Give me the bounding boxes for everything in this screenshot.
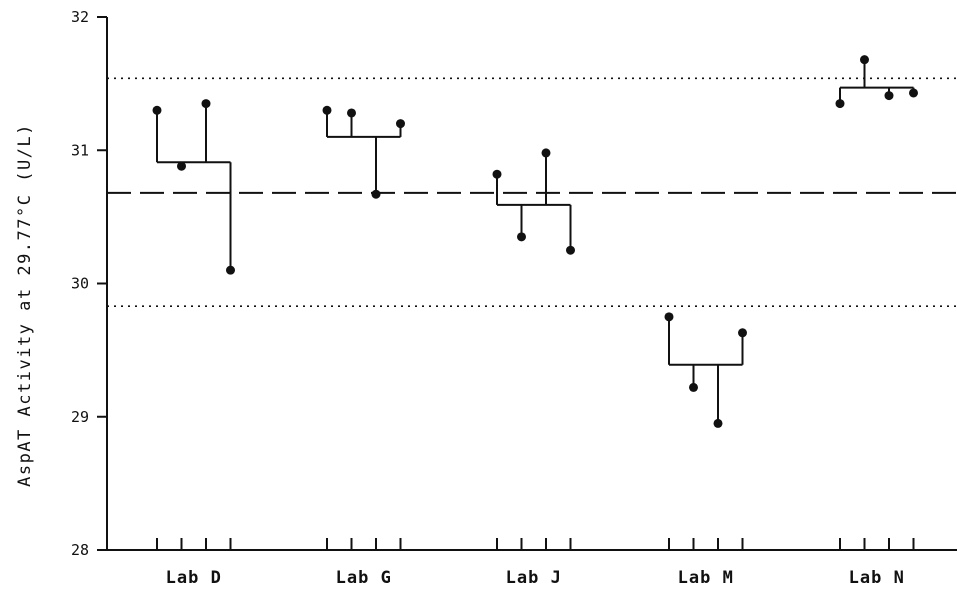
x-category-label: Lab G (336, 568, 392, 588)
x-category-label: Lab M (678, 568, 734, 588)
data-point (738, 328, 747, 338)
data-point (517, 232, 526, 242)
lab-group (492, 148, 575, 255)
data-point (492, 169, 502, 179)
data-point (566, 245, 575, 255)
y-axis-title: AspAT Activity at 29.77°C (U/L) (15, 123, 35, 487)
lab-group (322, 105, 405, 199)
lab-group (664, 312, 747, 428)
lab-group (835, 55, 918, 109)
data-point (689, 382, 698, 392)
data-point (664, 312, 674, 322)
data-point (152, 105, 162, 115)
lab-group (152, 99, 235, 275)
data-point (371, 189, 381, 199)
data-point (226, 265, 235, 275)
x-category-label: Lab D (166, 568, 222, 588)
reference-lines (107, 77, 957, 307)
y-tick-label: 32 (71, 8, 89, 26)
x-category-label: Lab N (849, 568, 905, 588)
x-category-label: Lab J (506, 568, 562, 588)
data-point (860, 55, 869, 65)
lab-groups (152, 55, 918, 428)
y-axis: 28 29 30 31 32 (71, 8, 108, 559)
y-tick-label: 30 (71, 275, 89, 293)
data-point (177, 161, 186, 171)
data-point (835, 99, 845, 109)
data-point (713, 418, 723, 428)
y-tick-label: 28 (71, 541, 89, 559)
data-point (396, 119, 405, 129)
y-tick-label: 31 (71, 141, 89, 159)
data-point (909, 88, 918, 98)
x-axis: Lab D Lab G Lab J Lab M Lab N (107, 538, 957, 588)
data-point (201, 99, 211, 109)
y-tick-label: 29 (71, 408, 89, 426)
data-point (322, 105, 332, 115)
data-point (347, 108, 356, 118)
data-point (541, 148, 551, 158)
data-point (884, 91, 894, 101)
